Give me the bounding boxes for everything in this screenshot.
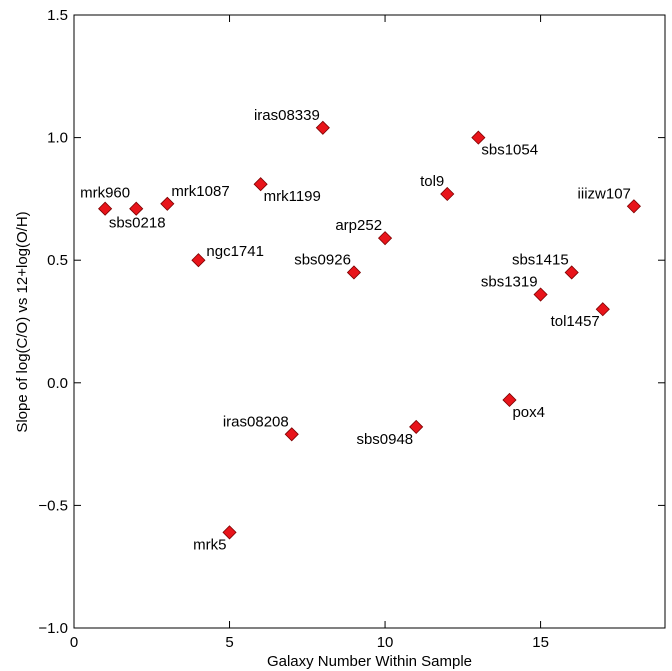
y-tick-label: 1.5	[47, 7, 68, 24]
y-tick-label: −0.5	[38, 497, 68, 514]
x-tick-label: 15	[532, 634, 549, 651]
data-point-tol1457	[595, 302, 610, 317]
point-label-mrk1087: mrk1087	[171, 183, 229, 200]
y-tick-label: −1.0	[38, 620, 68, 637]
y-tick-label: 1.0	[47, 130, 68, 147]
data-point-sbs0948	[409, 419, 424, 435]
data-point-mrk5	[222, 525, 237, 540]
data-point-arp252	[377, 231, 393, 246]
point-label-tol1457: tol1457	[551, 313, 600, 330]
plot-area	[73, 14, 666, 629]
data-point-tol9	[440, 186, 455, 202]
point-labels: mrk960 sbs0218 mrk1087 ngc1741 mrk5 mrk1199 ir…	[80, 107, 631, 554]
data-point-sbs1415	[564, 265, 579, 280]
data-point-iiizw107	[626, 199, 641, 214]
data-point-mrk1087	[160, 196, 175, 211]
data-point-iras08208	[284, 427, 299, 442]
point-label-mrk5: mrk5	[193, 536, 226, 553]
y-tick-label: 0.0	[47, 375, 68, 392]
y-axis-ticks: −1.0 −0.5 0.0 0.5 1.0 1.5	[38, 7, 665, 637]
x-tick-label: 10	[377, 634, 394, 651]
point-label-sbs0218: sbs0218	[109, 215, 166, 232]
point-label-arp252: arp252	[335, 217, 382, 234]
data-point-sbs1319	[533, 287, 548, 302]
data-point-ngc1741	[191, 253, 206, 268]
point-label-iras08208: iras08208	[223, 413, 289, 430]
point-label-ngc1741: ngc1741	[206, 243, 264, 260]
y-tick-label: 0.5	[47, 252, 68, 269]
point-label-sbs1319: sbs1319	[481, 274, 538, 291]
data-points	[98, 120, 641, 540]
point-label-iiizw107: iiizw107	[578, 185, 631, 202]
point-label-sbs0948: sbs0948	[356, 431, 413, 448]
point-label-sbs1415: sbs1415	[512, 251, 569, 268]
data-point-iras08339	[315, 120, 330, 135]
point-label-iras08339: iras08339	[254, 107, 320, 124]
data-point-sbs0926	[346, 265, 362, 280]
data-point-sbs0218	[129, 201, 144, 216]
point-label-sbs1054: sbs1054	[481, 142, 538, 159]
data-point-mrk1199	[253, 177, 268, 192]
point-label-mrk960: mrk960	[80, 185, 130, 202]
x-axis-ticks: 0 5 10 15	[70, 15, 549, 651]
x-tick-label: 5	[225, 634, 233, 651]
data-point-pox4	[502, 392, 517, 408]
point-label-mrk1199: mrk1199	[264, 188, 321, 205]
point-label-sbs0926: sbs0926	[294, 251, 351, 268]
x-axis-label: Galaxy Number Within Sample	[267, 653, 472, 670]
x-tick-label: 0	[70, 634, 78, 651]
y-axis-label: Slope of log(C/O) vs 12+log(O/H)	[14, 211, 31, 432]
data-point-mrk960	[98, 201, 113, 216]
data-point-sbs1054	[471, 130, 486, 145]
point-label-pox4: pox4	[512, 404, 545, 421]
point-label-tol9: tol9	[420, 173, 444, 190]
